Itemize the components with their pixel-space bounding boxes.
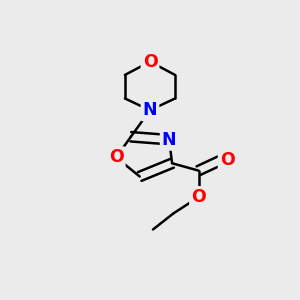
Text: O: O xyxy=(109,148,124,166)
Text: O: O xyxy=(142,53,158,71)
Text: N: N xyxy=(143,101,157,119)
Text: O: O xyxy=(191,188,206,206)
Text: N: N xyxy=(162,131,176,149)
Text: O: O xyxy=(220,151,235,169)
